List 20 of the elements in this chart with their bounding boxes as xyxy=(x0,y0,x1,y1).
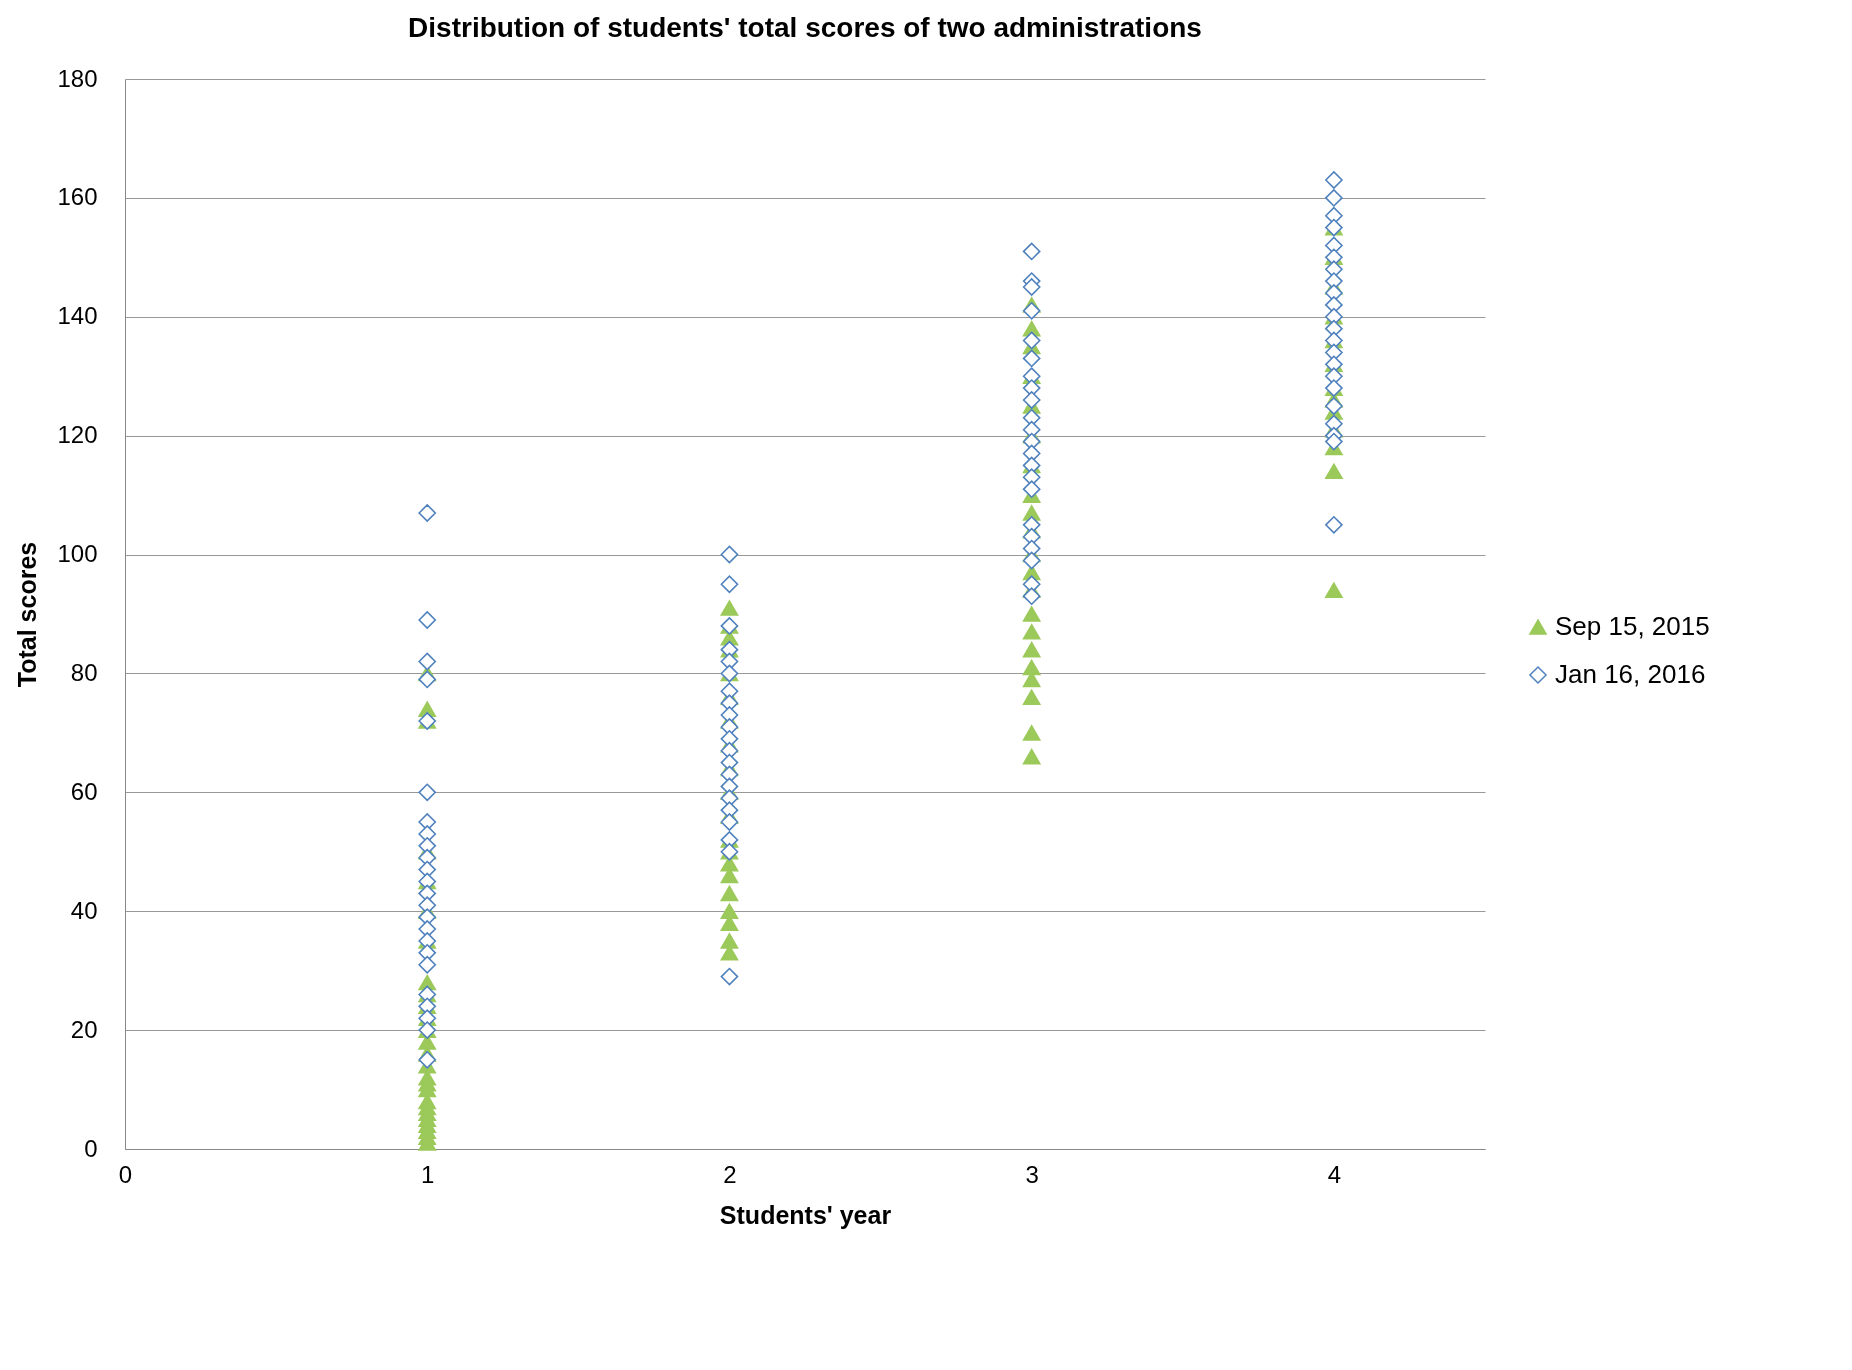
y-tick-label: 40 xyxy=(70,896,98,924)
y-tick-label: 180 xyxy=(57,64,98,92)
legend-label: Jan 16, 2016 xyxy=(1555,659,1706,689)
y-tick-label: 140 xyxy=(57,302,98,330)
legend-label: Sep 15, 2015 xyxy=(1555,611,1710,641)
x-tick-label: 1 xyxy=(421,1160,435,1188)
x-tick-label: 3 xyxy=(1025,1160,1039,1188)
y-tick-label: 160 xyxy=(57,183,98,211)
y-tick-label: 20 xyxy=(70,1015,98,1043)
x-tick-label: 4 xyxy=(1327,1160,1342,1188)
y-tick-label: 120 xyxy=(57,421,98,449)
x-axis-title: Students' year xyxy=(719,1200,892,1229)
y-tick-label: 100 xyxy=(57,540,98,568)
y-tick-label: 80 xyxy=(70,658,98,686)
chart-title: Distribution of students' total scores of two administrations xyxy=(408,12,1202,43)
y-axis-title: Total scores xyxy=(13,541,42,688)
y-tick-label: 60 xyxy=(70,777,98,805)
y-tick-label: 0 xyxy=(84,1134,98,1162)
x-tick-label: 0 xyxy=(118,1160,133,1188)
x-tick-label: 2 xyxy=(723,1160,737,1188)
